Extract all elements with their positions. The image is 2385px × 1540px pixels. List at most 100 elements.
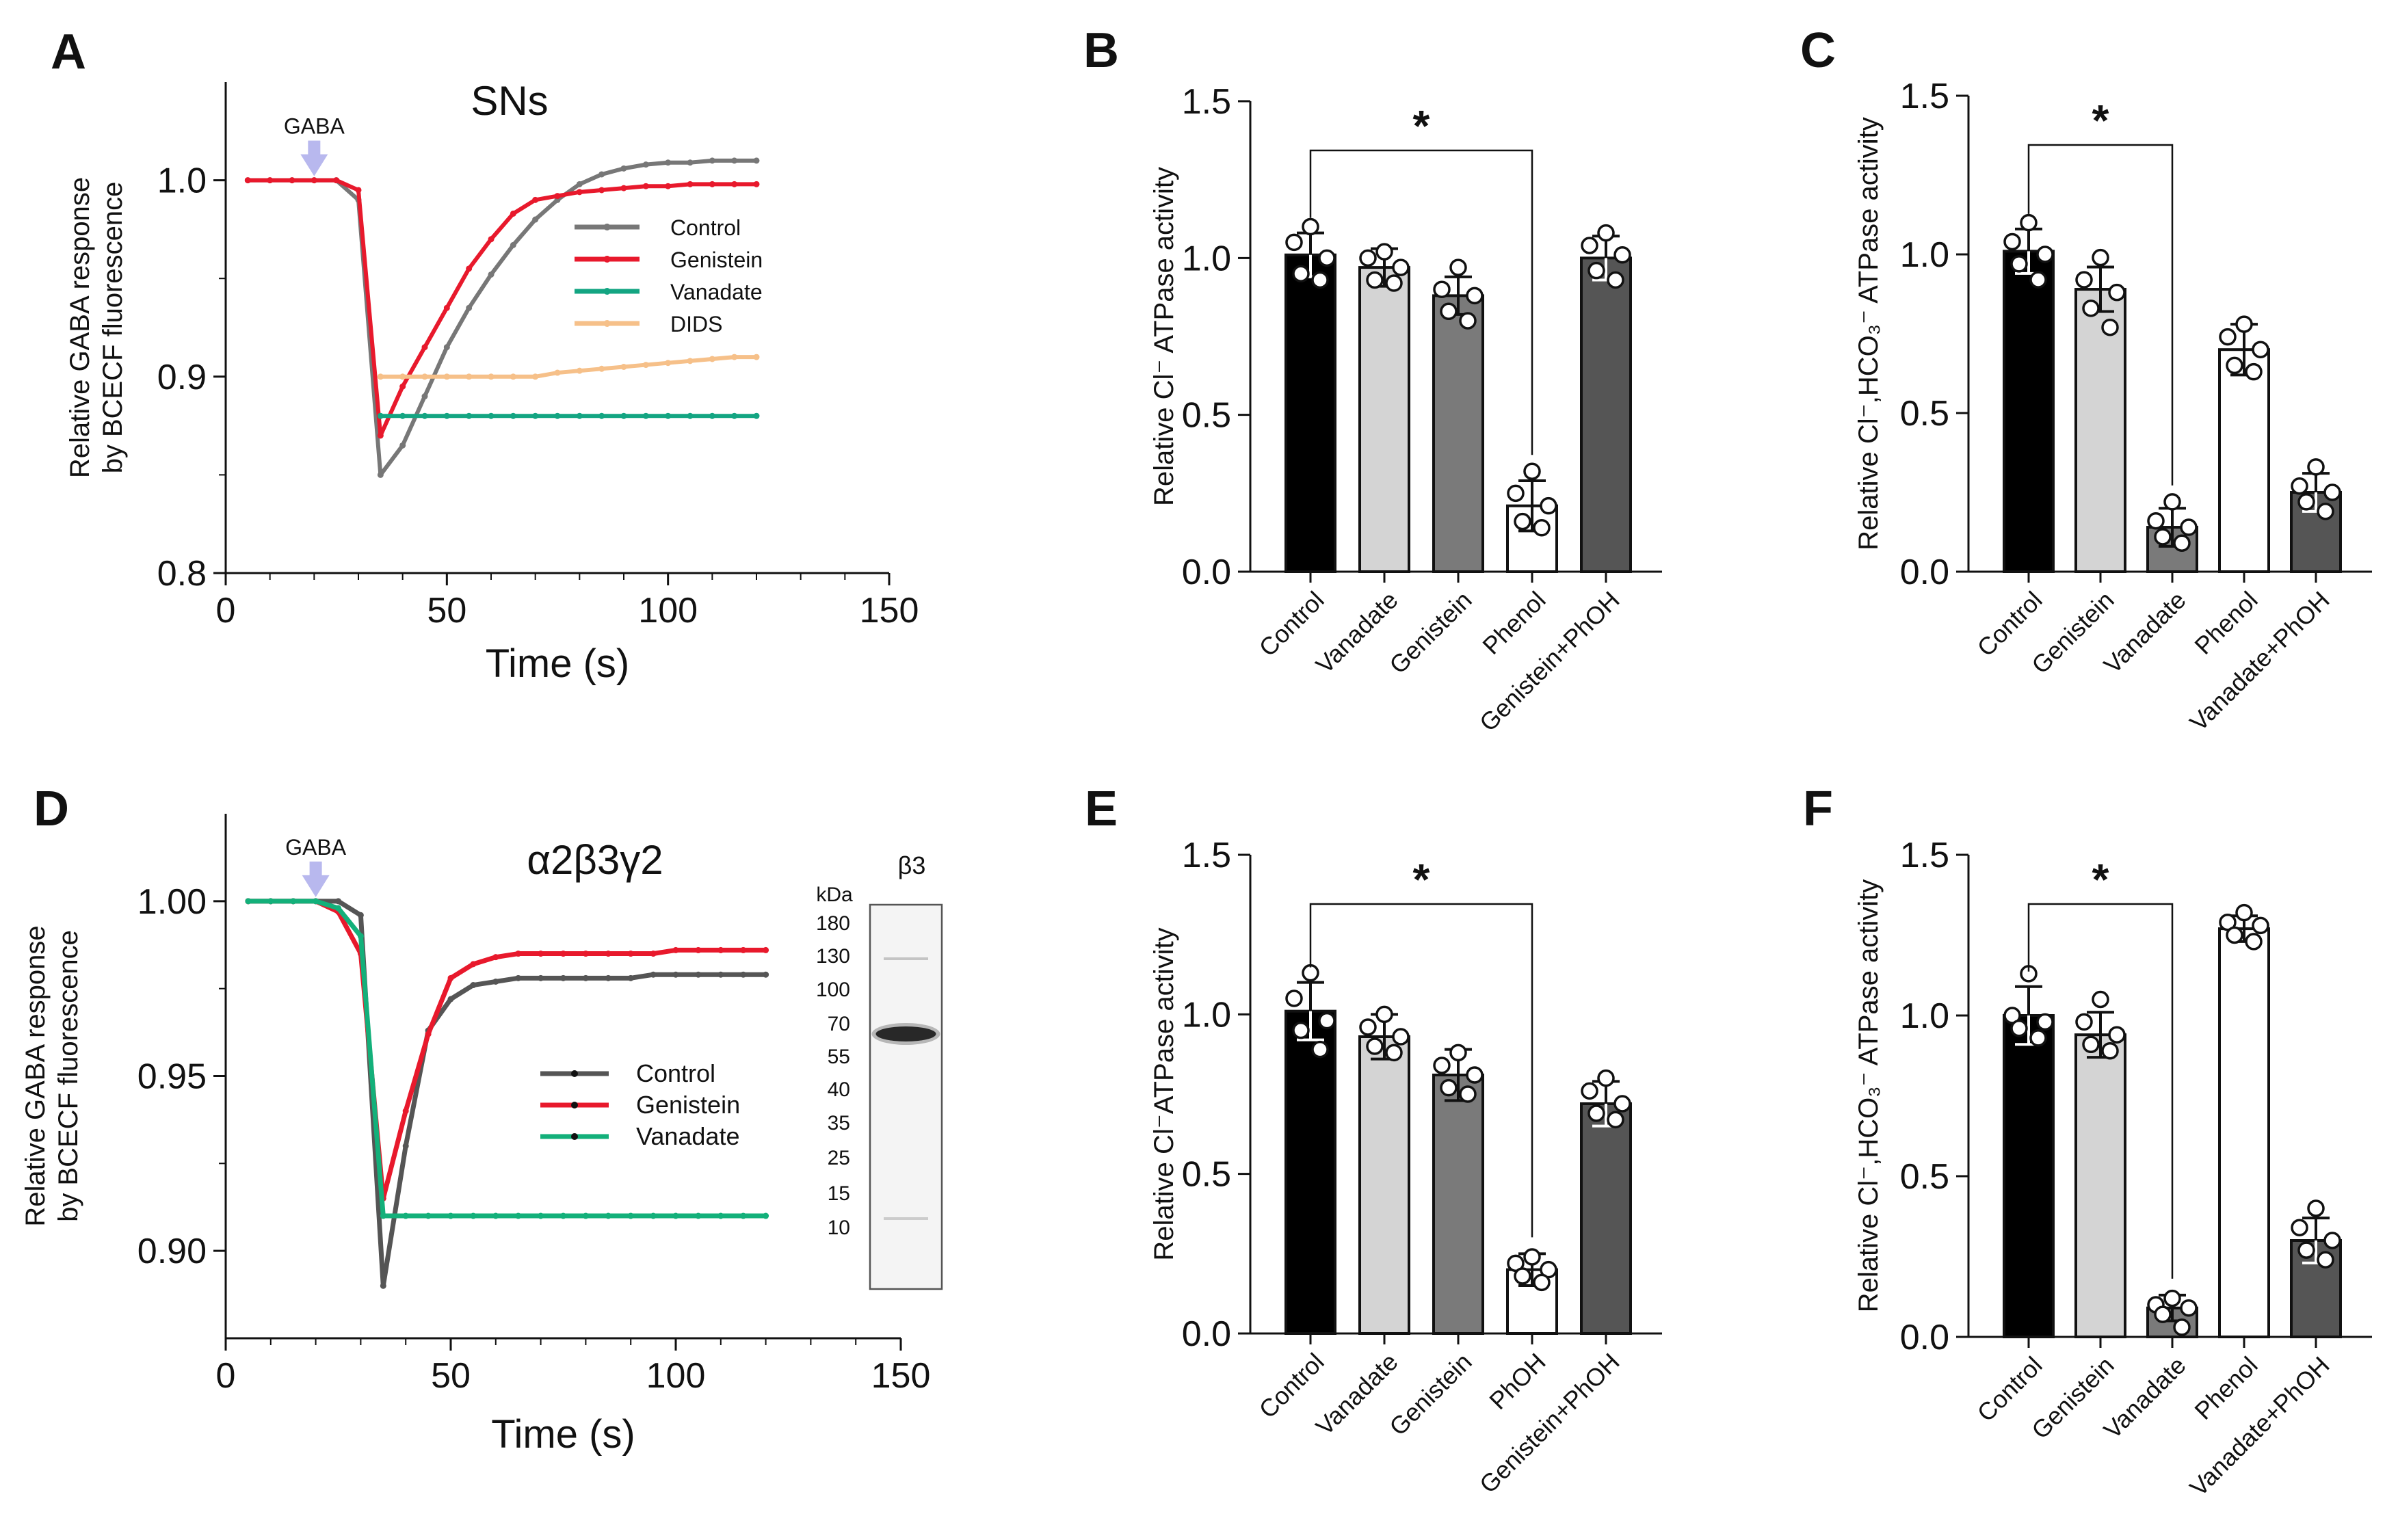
y-tick-label: 1.5 (1182, 82, 1231, 122)
data-point (2317, 503, 2334, 520)
blot-faint-band (884, 957, 928, 960)
gaba-arrow-shaft (309, 861, 322, 877)
data-point (492, 1212, 499, 1219)
data-point (717, 1212, 724, 1219)
data-point (2010, 1020, 2028, 1037)
x-tick-label: 150 (860, 591, 919, 630)
data-point (2108, 283, 2126, 302)
data-point (399, 373, 406, 380)
data-point (2092, 248, 2109, 267)
data-point (709, 181, 715, 187)
data-point (377, 373, 384, 380)
data-point (357, 912, 364, 918)
data-point (740, 946, 747, 953)
data-point (492, 978, 499, 985)
data-point (267, 898, 274, 905)
data-point (443, 344, 450, 351)
gaba-arrow-shaft (308, 140, 321, 156)
data-point (753, 181, 760, 187)
significance-bracket (1309, 903, 1533, 1238)
data-point (399, 442, 406, 449)
x-tick-label: 0 (216, 591, 236, 630)
data-point (2163, 1289, 2181, 1307)
blot-marker-label: 55 (828, 1046, 850, 1068)
data-point (333, 177, 340, 184)
y-tick-label: 1.5 (1900, 77, 1949, 116)
data-point (1459, 1085, 1477, 1103)
series-line-vanadate (248, 899, 766, 1219)
data-point (492, 954, 499, 961)
data-point (443, 412, 450, 419)
data-point (763, 971, 769, 978)
data-point (2036, 245, 2054, 263)
data-point (1302, 964, 1319, 982)
data-point (289, 177, 295, 184)
data-point (1449, 258, 1467, 276)
y-tick-label: 0.0 (1182, 1314, 1231, 1354)
data-point (731, 412, 738, 419)
data-point (709, 412, 715, 419)
data-point (466, 304, 473, 311)
data-point (1285, 233, 1303, 252)
data-point (488, 271, 495, 278)
data-point (532, 412, 539, 419)
data-point (560, 974, 566, 981)
significance-asterisk: * (1413, 101, 1430, 150)
data-point (466, 265, 473, 272)
data-point (335, 905, 341, 912)
legend-label: Genistein (636, 1091, 740, 1119)
blot-image-frame (869, 903, 943, 1290)
data-point (582, 1212, 589, 1219)
x-tick-label: 50 (427, 591, 466, 630)
panel-label-A: A (51, 25, 86, 79)
data-point (470, 982, 477, 989)
data-point (1587, 1104, 1605, 1122)
y-tick-label: 0.5 (1900, 1157, 1949, 1197)
data-point (627, 974, 634, 981)
data-point (421, 412, 428, 419)
y-tick-label: 0.90 (137, 1232, 207, 1271)
y-tick-label: 1.5 (1182, 836, 1231, 875)
y-axis-title: Relative Cl⁻,HCO₃⁻ ATPase activity (1854, 879, 1884, 1313)
data-point (598, 171, 605, 178)
data-point (672, 971, 679, 978)
data-point (1375, 243, 1393, 261)
data-point (1318, 249, 1336, 267)
chart-title: SNs (471, 78, 548, 124)
data-point (2226, 926, 2243, 944)
data-point (576, 412, 583, 419)
line-chart-panel-D: D 0.90 0.95 1.00 0 50 100 150 Time (s) Relative G… (21, 782, 943, 1457)
legend-marker (571, 1102, 578, 1108)
y-tick-label: 1.0 (1182, 995, 1231, 1035)
data-point (1392, 258, 1410, 276)
data-point (335, 898, 341, 905)
bar-genistein (2074, 1033, 2126, 1338)
series-line-genistein (248, 899, 766, 1201)
bar-phenol (2218, 927, 2270, 1338)
data-point (421, 344, 428, 351)
data-point (665, 183, 672, 189)
panel-label-D: D (34, 782, 69, 836)
data-point (554, 412, 561, 419)
y-axis-title-line: Relative GABA response (21, 925, 51, 1226)
data-point (1440, 302, 1458, 321)
data-point (447, 996, 454, 1003)
data-point (627, 951, 634, 957)
data-point (598, 412, 605, 419)
data-point (2323, 483, 2341, 501)
data-point (2297, 1241, 2315, 1259)
data-point (1514, 1267, 1531, 1285)
data-point (687, 181, 694, 187)
data-point (443, 373, 450, 380)
data-point (377, 412, 384, 419)
y-tick-label: 1.0 (157, 161, 207, 201)
data-point (510, 241, 516, 248)
data-point (1514, 512, 1531, 531)
data-point (2173, 1318, 2191, 1336)
data-point (731, 157, 738, 164)
x-tick-label: 0 (216, 1356, 236, 1396)
data-point (267, 177, 274, 184)
data-point (2180, 1299, 2198, 1317)
